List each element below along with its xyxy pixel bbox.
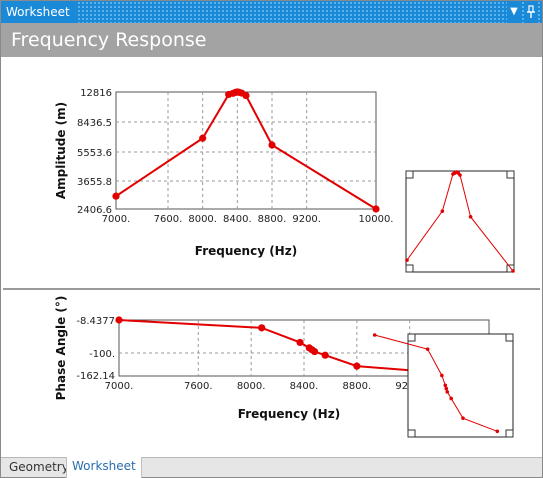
dropdown-icon[interactable]: ▼ <box>507 1 521 23</box>
thumbnail-frame <box>407 333 514 438</box>
y-tick-label: 5553.6 <box>77 148 112 159</box>
y-tick-label: 12816 <box>80 88 112 99</box>
bottom-tab-bar: Geometry Worksheet <box>1 457 542 478</box>
plot-area <box>115 91 377 210</box>
data-point <box>310 347 319 356</box>
data-point <box>321 351 329 359</box>
y-tick-label: -8.4377 <box>76 316 115 327</box>
x-tick-label: 8800. <box>343 381 372 392</box>
thumbnail-corner-handle <box>506 170 515 179</box>
data-point <box>268 141 276 149</box>
x-tick-label: 8000. <box>237 381 266 392</box>
y-tick-label: 3655.8 <box>77 177 112 188</box>
thumbnail-data-point <box>440 373 444 378</box>
thumbnail-data-point <box>372 333 377 337</box>
thumbnail-data-point <box>444 386 449 391</box>
y-axis-label: Amplitude (m) <box>54 102 68 199</box>
thumbnail-data-point <box>443 383 448 388</box>
data-point <box>242 91 250 100</box>
thumbnail-corner-handle <box>506 264 515 273</box>
y-axis-label: Phase Angle (°) <box>54 296 68 401</box>
thumbnail-data-point <box>425 347 430 351</box>
x-tick-label: 7000. <box>105 381 134 392</box>
thumbnail-data-point <box>468 215 473 219</box>
page-title: Frequency Response <box>1 23 542 57</box>
y-tick-label: -162.14 <box>76 371 115 382</box>
x-tick-label: 8800. <box>258 214 287 225</box>
x-axis-label: Frequency (Hz) <box>238 407 340 421</box>
data-point <box>115 316 123 324</box>
x-tick-label: 8400. <box>290 381 319 392</box>
x-tick-label: 7600. <box>154 214 183 225</box>
thumbnail-corner-handle <box>505 333 514 342</box>
x-axis-label: Frequency (Hz) <box>195 244 297 258</box>
x-tick-label: 8400. <box>223 214 252 225</box>
data-point <box>258 324 266 332</box>
data-point <box>296 338 304 347</box>
amplitude-chart: 7000. 7600. 8000. 8400. 8800. 9200. 10000. 1281… <box>54 88 515 273</box>
thumbnail-data-point <box>461 416 465 420</box>
y-tick-label: 2406.6 <box>77 205 112 216</box>
thumbnail-data-point <box>458 173 462 177</box>
data-point <box>199 134 207 142</box>
thumbnail-data-point <box>405 258 409 262</box>
amplitude-chart-panel: 7000. 7600. 8000. 8400. 8800. 9200. 10000. 1281… <box>3 58 540 290</box>
x-tick-label: 10000. <box>359 214 394 225</box>
window-title: Worksheet <box>1 1 76 23</box>
thumbnail-corner-handle <box>405 170 414 179</box>
thumbnail-corner-handle <box>407 429 416 438</box>
thumbnail-data-point <box>445 390 450 394</box>
x-tick-label: 8000. <box>188 214 217 225</box>
tab-worksheet[interactable]: Worksheet <box>66 457 142 478</box>
thumbnail-corner-handle <box>405 264 414 273</box>
pin-icon[interactable] <box>524 1 538 23</box>
phase-chart-panel: 7000.7600.8000.8400.8800.9200.-8.4377-10… <box>3 294 540 454</box>
x-tick-label: 7000. <box>102 214 131 225</box>
thumbnail-corner-handle <box>505 429 514 438</box>
thumbnail-data-point <box>511 269 515 273</box>
title-bar: Worksheet ▼ <box>1 1 542 23</box>
x-tick-label: 9200. <box>292 214 321 225</box>
tab-geometry[interactable]: Geometry <box>4 458 75 478</box>
thumbnail-frame <box>405 170 515 273</box>
thumbnail-data-point <box>440 209 445 213</box>
thumbnail-corner-handle <box>407 333 416 342</box>
y-tick-label: -100. <box>89 349 115 360</box>
phase-chart: 7000.7600.8000.8400.8800.9200.-8.4377-10… <box>54 296 514 438</box>
x-tick-label: 7600. <box>184 381 213 392</box>
thumbnail-data-point <box>449 396 453 401</box>
thumbnail-data-point <box>495 429 500 434</box>
y-tick-label: 8436.5 <box>77 118 112 129</box>
data-point <box>372 205 380 213</box>
data-point <box>353 362 361 370</box>
data-point <box>112 192 120 200</box>
